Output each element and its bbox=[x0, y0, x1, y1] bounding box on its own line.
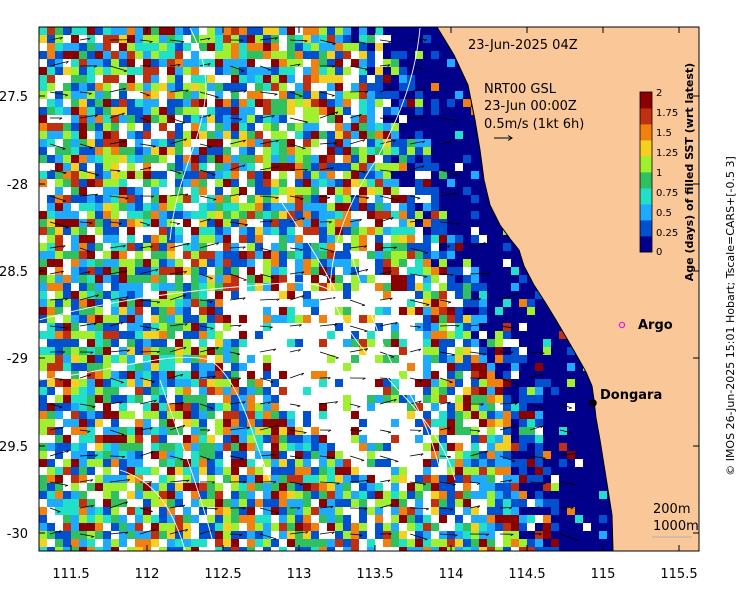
lat-tick-label: -29.5 bbox=[0, 440, 28, 455]
contour-line bbox=[119, 469, 186, 551]
lon-tick-label: 113.5 bbox=[356, 567, 393, 582]
contour-line bbox=[279, 199, 336, 291]
contour-line bbox=[39, 282, 331, 321]
colorbar-swatch bbox=[640, 220, 652, 237]
place-argo: Argo bbox=[618, 318, 673, 333]
colorbar-tick-label: 2 bbox=[656, 88, 662, 99]
contour-legend-200m: 200m bbox=[653, 502, 690, 517]
map-datetime: 23-Jun-2025 04Z bbox=[468, 38, 578, 53]
colorbar-swatch bbox=[640, 140, 652, 157]
lon-tick-label: 115.5 bbox=[660, 567, 697, 582]
scale-label: 0.5m/s (1kt 6h) bbox=[484, 117, 584, 132]
colorbar-tick-label: 0.25 bbox=[656, 228, 678, 239]
colorbar-swatch bbox=[640, 108, 652, 125]
lat-tick-label: -27.5 bbox=[0, 90, 28, 105]
colorbar: 0 0.25 0.5 0.75 1 1.25 1.5 1.75 2 Age (d… bbox=[639, 63, 696, 281]
colorbar-swatch bbox=[640, 92, 652, 109]
lon-tick-label: 114.5 bbox=[508, 567, 545, 582]
colorbar-swatches bbox=[640, 92, 652, 253]
dongara-label: Dongara bbox=[600, 388, 662, 403]
contour-line bbox=[159, 379, 216, 551]
latitude-tick-labels: -27.5 -28 -28.5 -29 -29.5 -30 bbox=[0, 90, 28, 542]
lon-tick-label: 113 bbox=[287, 567, 312, 582]
colorbar-tick-label: 0 bbox=[656, 247, 662, 258]
colorbar-swatch bbox=[640, 156, 652, 173]
bathymetry-contours bbox=[39, 27, 456, 551]
current-product-label: NRT00 GSL bbox=[484, 82, 557, 97]
plot-frame bbox=[38, 26, 700, 552]
scale-arrow bbox=[494, 135, 513, 141]
contour-line bbox=[169, 27, 207, 241]
longitude-tick-labels: 111.5 112 112.5 113 113.5 114 114.5 115 … bbox=[52, 567, 697, 582]
sst-age-pixels bbox=[39, 27, 623, 551]
lon-tick-label: 112.5 bbox=[204, 567, 241, 582]
colorbar-title: Age (days) of filled SST (wrt latest) bbox=[683, 63, 696, 281]
land-area bbox=[436, 27, 699, 551]
contour-line bbox=[39, 356, 271, 481]
lon-tick-label: 111.5 bbox=[52, 567, 89, 582]
contour-line bbox=[349, 249, 441, 471]
lat-tick-label: -29 bbox=[7, 352, 28, 367]
lon-tick-label: 114 bbox=[439, 567, 464, 582]
lat-tick-label: -28 bbox=[7, 178, 28, 193]
current-time-label: 23-Jun 00:00Z bbox=[484, 99, 577, 114]
map-plot-area bbox=[39, 27, 699, 551]
lat-tick-label: -30 bbox=[7, 527, 28, 542]
credit-text: © IMOS 26-Jun-2025 15:01 Hobart; Tscale=… bbox=[724, 156, 737, 476]
argo-label: Argo bbox=[638, 318, 673, 333]
current-vectors bbox=[49, 37, 579, 542]
colorbar-swatch bbox=[640, 204, 652, 221]
colorbar-swatch bbox=[640, 124, 652, 141]
colorbar-tick-label: 1.5 bbox=[656, 128, 672, 139]
longitude-axis bbox=[70, 27, 680, 551]
place-dongara: Dongara bbox=[589, 388, 662, 407]
colorbar-swatch bbox=[640, 236, 652, 253]
colorbar-tick-label: 1.25 bbox=[656, 148, 678, 159]
lon-tick-label: 115 bbox=[591, 567, 616, 582]
colorbar-tick-label: 1 bbox=[656, 168, 662, 179]
contour-legend-1000m: 1000m bbox=[653, 519, 699, 534]
lon-tick-label: 112 bbox=[135, 567, 160, 582]
colorbar-tick-label: 0.5 bbox=[656, 208, 672, 219]
colorbar-frame bbox=[639, 91, 653, 253]
colorbar-swatch bbox=[640, 188, 652, 205]
latitude-axis bbox=[39, 95, 699, 534]
dongara-marker-icon bbox=[589, 399, 597, 407]
lat-tick-label: -28.5 bbox=[0, 265, 28, 280]
colorbar-swatch bbox=[640, 172, 652, 189]
argo-marker-icon bbox=[618, 321, 626, 329]
colorbar-tick-label: 1.75 bbox=[656, 108, 678, 119]
colorbar-tick-label: 0.75 bbox=[656, 188, 678, 199]
